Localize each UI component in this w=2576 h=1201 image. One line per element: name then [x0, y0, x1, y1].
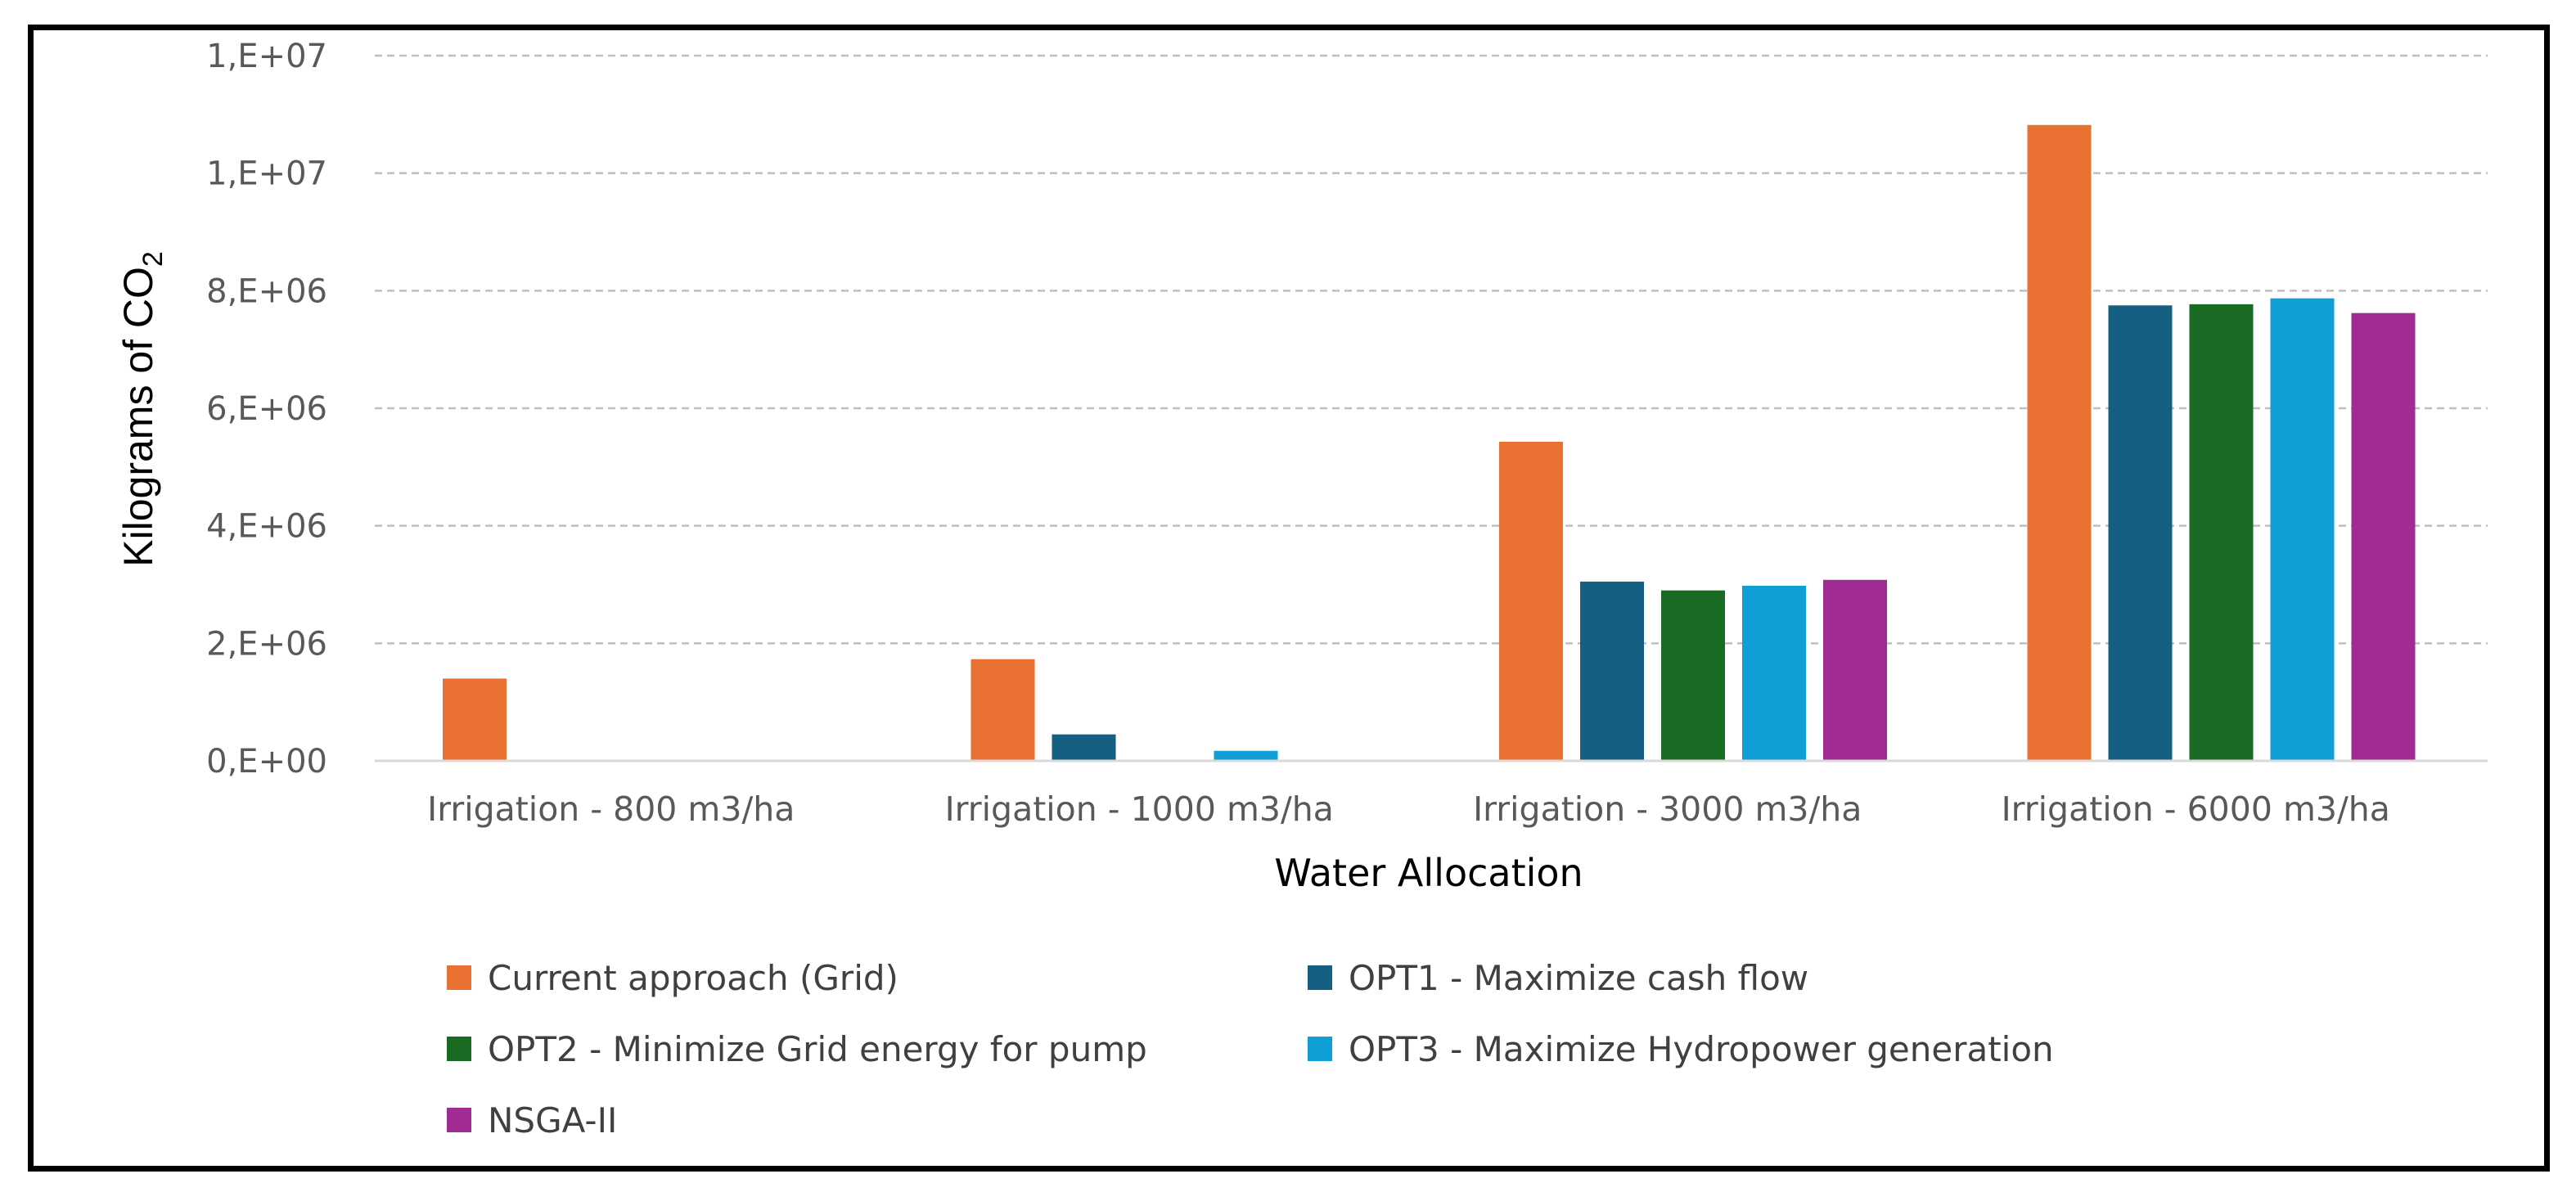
- y-tick-label-2: 4,E+06: [206, 508, 327, 546]
- bar-series0-cat0: [443, 678, 507, 761]
- y-tick-label-4: 8,E+06: [206, 272, 327, 310]
- bars: [443, 124, 2416, 762]
- legend-swatch-4: [447, 1108, 471, 1132]
- y-tick-label-6: 1,E+07: [206, 38, 327, 75]
- x-axis-categories: Irrigation - 800 m3/ha Irrigation - 1000 …: [427, 789, 2390, 829]
- bar-series0-cat1: [971, 659, 1035, 761]
- x-category-label-2: Irrigation - 3000 m3/ha: [1473, 789, 1862, 829]
- y-tick-label-3: 6,E+06: [206, 390, 327, 428]
- bar-series0-cat3: [2027, 124, 2092, 762]
- bar-series3-cat1: [1214, 750, 1278, 761]
- legend-swatch-1: [1308, 965, 1332, 990]
- x-category-label-0: Irrigation - 800 m3/ha: [427, 789, 795, 829]
- legend-swatch-2: [447, 1037, 471, 1061]
- bar-series1-cat1: [1052, 734, 1116, 761]
- legend-label-3: OPT3 - Maximize Hydropower generation: [1349, 1029, 2054, 1069]
- y-axis-title-subscript: 2: [137, 251, 169, 267]
- y-axis-title: Kilograms of CO2: [115, 251, 169, 567]
- legend-swatch-3: [1308, 1037, 1332, 1061]
- bar-series4-cat3: [2351, 313, 2416, 761]
- x-category-label-3: Irrigation - 6000 m3/ha: [2002, 789, 2390, 829]
- y-tick-label-5: 1,E+07: [206, 155, 327, 193]
- y-tick-label-0: 0,E+00: [206, 743, 327, 780]
- bar-series0-cat2: [1499, 441, 1563, 761]
- y-tick-label-1: 2,E+06: [206, 625, 327, 663]
- bar-series3-cat2: [1742, 585, 1806, 761]
- bar-series1-cat3: [2108, 305, 2173, 762]
- y-axis-title-main: Kilograms of CO: [115, 267, 161, 567]
- legend-label-0: Current approach (Grid): [488, 958, 898, 998]
- legend-label-2: OPT2 - Minimize Grid energy for pump: [488, 1029, 1147, 1069]
- bar-series1-cat2: [1580, 581, 1644, 761]
- legend-label-4: NSGA-II: [488, 1100, 617, 1140]
- x-axis-title: Water Allocation: [1274, 851, 1583, 895]
- bar-series2-cat2: [1661, 590, 1725, 761]
- legend-label-1: OPT1 - Maximize cash flow: [1349, 958, 1808, 998]
- y-axis-ticks: 0,E+00 2,E+06 4,E+06 6,E+06 8,E+06 1,E+07 1,E+…: [206, 38, 327, 780]
- bar-series4-cat2: [1823, 579, 1887, 761]
- x-category-label-1: Irrigation - 1000 m3/ha: [945, 789, 1334, 829]
- legend-swatch-0: [447, 965, 471, 990]
- legend: Current approach (Grid) OPT1 - Maximize c…: [447, 958, 2054, 1140]
- bar-series2-cat3: [2189, 304, 2254, 762]
- bar-series3-cat3: [2270, 298, 2335, 762]
